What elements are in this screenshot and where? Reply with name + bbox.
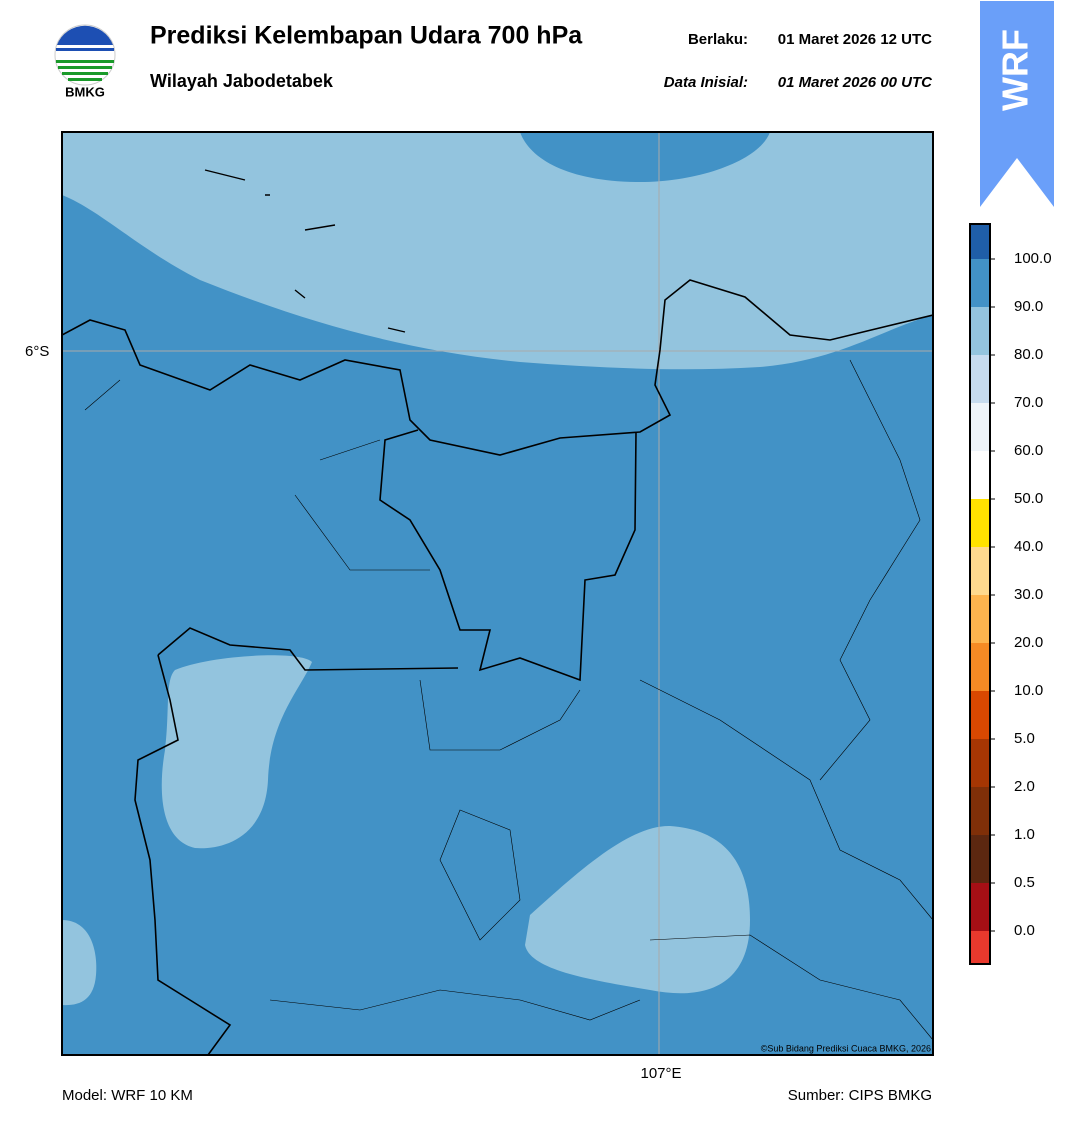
- colorbar-label: 30.0: [1014, 586, 1043, 603]
- subtitle: Wilayah Jabodetabek: [150, 71, 334, 91]
- colorbar-segment: [970, 403, 990, 451]
- footer-source: Sumber: CIPS BMKG: [788, 1087, 932, 1104]
- colorbar-segment: [970, 307, 990, 355]
- colorbar-label: 90.0: [1014, 298, 1043, 315]
- lat-label: 6°S: [25, 343, 49, 360]
- colorbar-segment: [970, 547, 990, 595]
- colorbar-label: 1.0: [1014, 826, 1035, 843]
- colorbar-label: 40.0: [1014, 538, 1043, 555]
- footer-model: Model: WRF 10 KM: [62, 1087, 193, 1104]
- map-frame: [61, 131, 934, 1056]
- colorbar-frame: [969, 223, 991, 965]
- colorbar-segment: [970, 224, 990, 259]
- colorbar-segment: [970, 595, 990, 643]
- colorbar-segment: [970, 355, 990, 403]
- colorbar-label: 70.0: [1014, 394, 1043, 411]
- credit: ©Sub Bidang Prediksi Cuaca BMKG, 2026: [761, 1043, 931, 1053]
- colorbar-label: 20.0: [1014, 634, 1043, 651]
- colorbar-label: 50.0: [1014, 490, 1043, 507]
- colorbar-label: 2.0: [1014, 778, 1035, 795]
- colorbar-label: 0.0: [1014, 922, 1035, 939]
- colorbar-segment: [970, 259, 990, 307]
- title: Prediksi Kelembapan Udara 700 hPa: [150, 22, 583, 50]
- colorbar-segment: [970, 931, 990, 964]
- colorbar: 0.0 0.5 1.0 2.0 5.0 10.0 20.0 30.0 40.0 50.0 60.0 7…: [969, 223, 1052, 965]
- colorbar-segment: [970, 787, 990, 835]
- colorbar-label: 10.0: [1014, 682, 1043, 699]
- colorbar-label: 80.0: [1014, 346, 1043, 363]
- colorbar-label: 0.5: [1014, 874, 1035, 891]
- colorbar-label: 100.0: [1014, 250, 1052, 267]
- logo: [54, 24, 116, 86]
- colorbar-label: 60.0: [1014, 442, 1043, 459]
- colorbar-segment: [970, 499, 990, 547]
- badge-text: WRF: [995, 29, 1036, 111]
- colorbar-segment: [970, 883, 990, 931]
- colorbar-segment: [970, 739, 990, 787]
- colorbar-segment: [970, 643, 990, 691]
- colorbar-segment: [970, 691, 990, 739]
- colorbar-segment: [970, 835, 990, 883]
- map: [62, 132, 933, 1055]
- logo-text: BMKG: [65, 84, 105, 99]
- init-label: Data Inisial:: [664, 74, 748, 91]
- lon-label: 107°E: [640, 1065, 681, 1082]
- init-time: 01 Maret 2026 00 UTC: [778, 74, 933, 91]
- colorbar-segment: [970, 451, 990, 499]
- valid-label: Berlaku:: [688, 31, 748, 48]
- valid-time: 01 Maret 2026 12 UTC: [778, 31, 932, 48]
- colorbar-label: 5.0: [1014, 730, 1035, 747]
- badge: [980, 1, 1054, 207]
